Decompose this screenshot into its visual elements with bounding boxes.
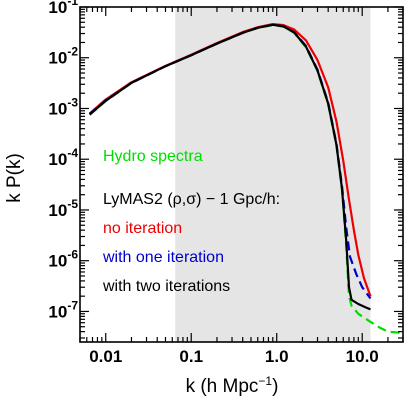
series-layer [88, 23, 401, 334]
y-axis-label: k P(k) [4, 153, 25, 203]
y-tick-base: 10 [48, 99, 67, 118]
annotation-5: with two iterations [102, 278, 230, 295]
y-tick-base: 10 [48, 201, 67, 220]
x-tick-labels: 0.01 0.1 1.0 10.0 [89, 347, 379, 366]
y-tick-base: 10 [48, 150, 67, 169]
y-tick-exponent: -4 [67, 146, 78, 160]
y-tick-base: 10 [48, 49, 67, 68]
x-axis-label: k (h Mpc−1) [186, 374, 279, 397]
x-axis-label-sup: −1 [258, 374, 272, 388]
y-tick-exponent: -5 [67, 197, 78, 211]
y-tick-label: 10-7 [48, 298, 78, 321]
y-tick-exponent: -7 [67, 298, 78, 312]
y-tick-label: 10-1 [48, 0, 78, 17]
y-tick-labels: 10-110-210-310-410-510-610-7 [48, 0, 78, 321]
y-tick-label: 10-3 [48, 95, 78, 118]
shaded-region [175, 7, 371, 342]
y-tick-label: 10-5 [48, 197, 78, 220]
y-tick-base: 10 [48, 252, 67, 271]
annotation-2: LyMAS2 (ρ,σ) − 1 Gpc/h: [103, 191, 280, 208]
ticks-layer [79, 6, 404, 342]
y-tick-label: 10-4 [48, 146, 78, 169]
y-tick-exponent: -1 [67, 0, 78, 8]
annotations: Hydro spectra LyMAS2 (ρ,σ) − 1 Gpc/h: no i… [102, 148, 280, 295]
y-tick-label: 10-6 [48, 248, 78, 271]
y-tick-exponent: -2 [67, 45, 78, 59]
y-tick-exponent: -3 [67, 95, 78, 109]
x-axis-label-close: ) [272, 376, 278, 397]
y-tick-label: 10-2 [48, 45, 78, 68]
annotation-4: with one iteration [102, 249, 224, 266]
series-line-4 [88, 23, 371, 311]
x-axis-label-main: k (h Mpc [186, 376, 259, 397]
x-tick-label: 10.0 [346, 347, 379, 366]
y-tick-base: 10 [48, 0, 67, 17]
x-tick-label: 0.1 [179, 347, 203, 366]
y-tick-base: 10 [48, 302, 67, 321]
y-tick-exponent: -6 [67, 248, 78, 262]
x-tick-label: 0.01 [89, 347, 122, 366]
annotation-1: Hydro spectra [103, 148, 203, 165]
x-tick-label: 1.0 [265, 347, 289, 366]
annotation-3: no iteration [103, 220, 182, 237]
